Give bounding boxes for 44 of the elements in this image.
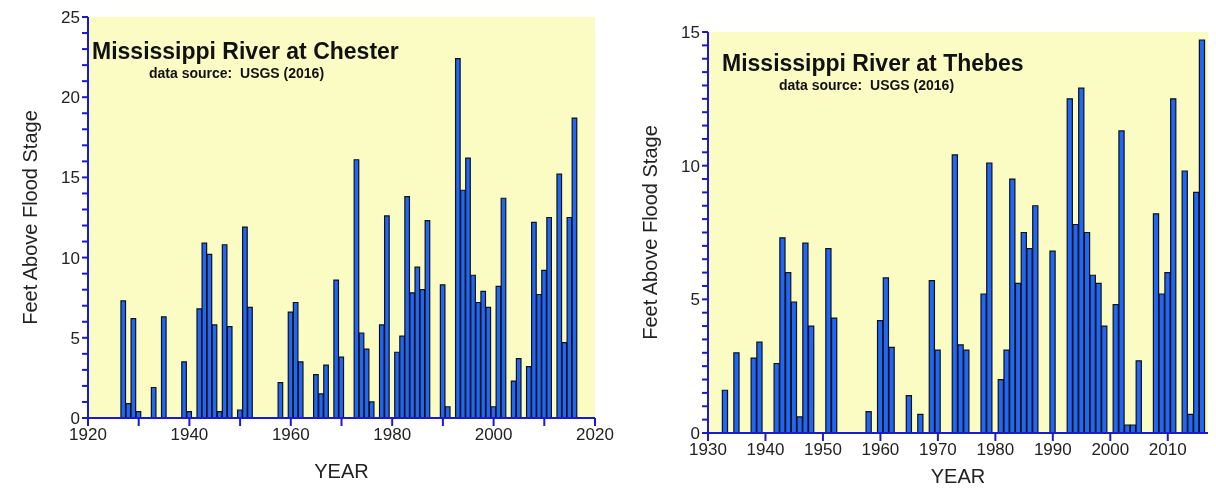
y-axis-title: Feet Above Flood Stage <box>19 110 42 325</box>
x-tick-label: 1980 <box>373 425 412 445</box>
bar <box>905 394 913 433</box>
x-tick-label: 2000 <box>1091 440 1130 460</box>
bar <box>150 386 157 418</box>
text: Mississippi River at Chester <box>92 38 399 64</box>
y-tick-label: 10 <box>61 248 80 268</box>
x-axis-title: YEAR <box>930 465 986 487</box>
bar <box>120 300 127 418</box>
x-axis-title: YEAR <box>314 460 369 482</box>
x-tick-label: 1990 <box>1033 440 1072 460</box>
bar <box>277 382 284 418</box>
x-tick-label: 1980 <box>976 440 1015 460</box>
bar <box>865 411 872 433</box>
x-tick-label: 1970 <box>918 440 957 460</box>
bar <box>313 374 319 418</box>
bar <box>917 413 924 433</box>
y-tick-label: 15 <box>681 23 700 43</box>
text: Mississippi River at Thebes <box>722 50 1024 76</box>
x-tick-label: 2010 <box>1148 440 1187 460</box>
y-tick-label: 5 <box>70 328 80 348</box>
bar <box>556 173 563 418</box>
y-tick-label: 25 <box>61 8 80 28</box>
x-tick-label: 1960 <box>271 425 310 445</box>
y-tick-label: 10 <box>681 156 700 176</box>
text: data source: USGS (2016) <box>779 76 956 94</box>
bar <box>515 358 522 418</box>
y-tick-label: 15 <box>61 168 80 188</box>
bar <box>333 279 340 418</box>
text: data source: USGS (2016) <box>149 64 326 82</box>
x-tick-label: 1950 <box>804 440 842 460</box>
bar <box>721 389 729 433</box>
y-tick-label: 20 <box>61 88 80 108</box>
bar <box>1049 250 1056 433</box>
y-tick-label: 5 <box>690 290 700 310</box>
bar <box>160 316 167 418</box>
x-tick-label: 2000 <box>474 425 513 445</box>
x-tick-label: 1940 <box>170 425 209 445</box>
x-tick-label: 1940 <box>746 440 785 460</box>
y-axis-title: Feet Above Flood Stage <box>639 125 662 340</box>
bar <box>454 58 461 418</box>
x-tick-label: 2020 <box>576 425 614 445</box>
bar <box>733 352 740 433</box>
x-tick-label: 1960 <box>861 440 900 460</box>
